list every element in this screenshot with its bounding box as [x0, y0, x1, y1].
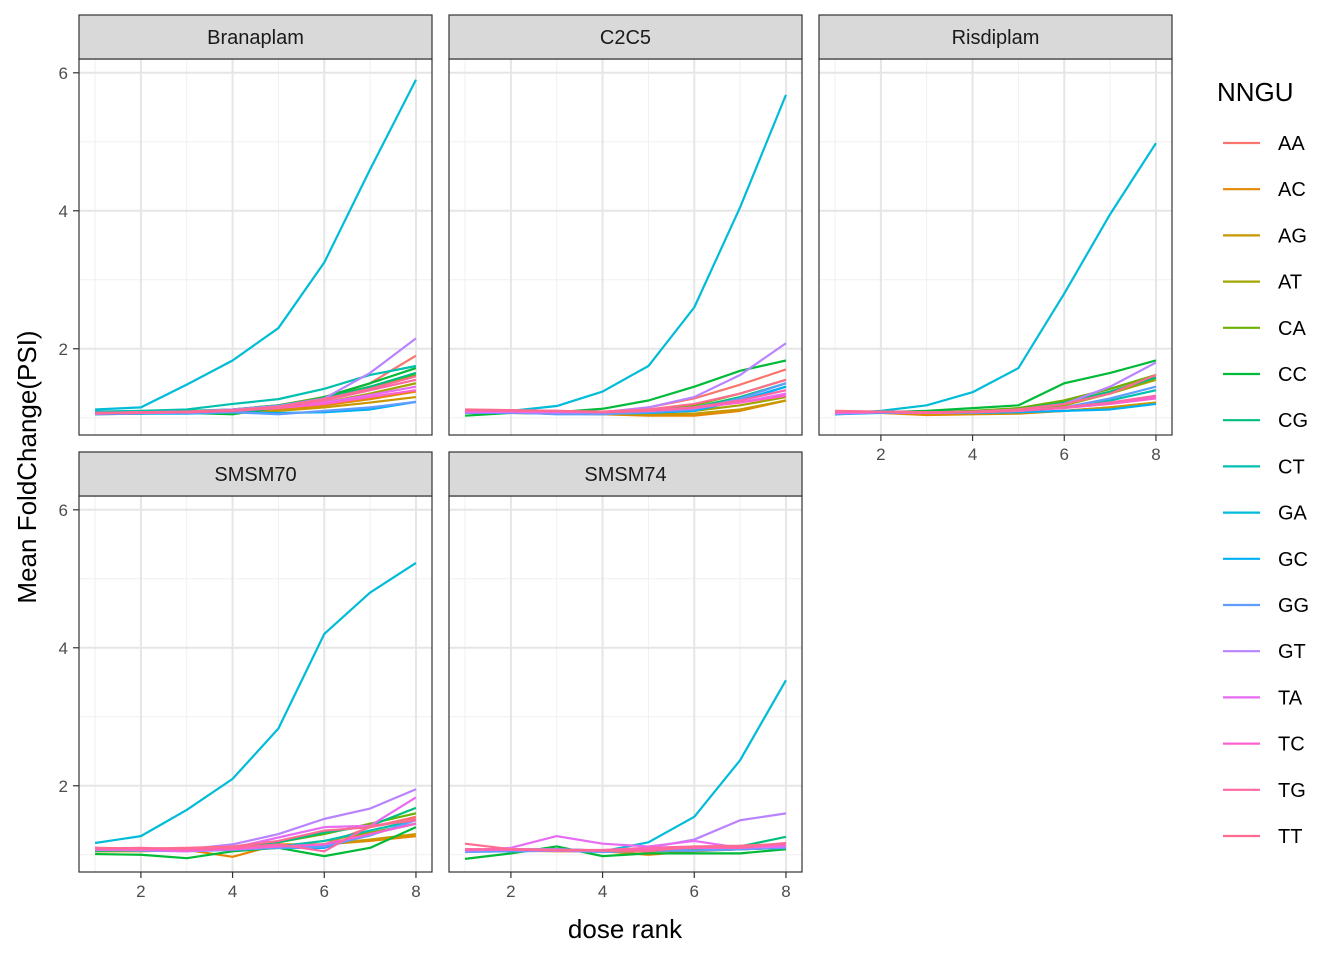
- legend-label: GT: [1278, 641, 1306, 663]
- strip-label-smsm74: SMSM74: [584, 464, 666, 486]
- legend-item-ct: CT: [1223, 456, 1305, 478]
- panel-background: [449, 496, 802, 872]
- strip-label-c2c5: C2C5: [600, 27, 651, 49]
- x-tick-label: 8: [411, 882, 420, 901]
- legend-item-tt: TT: [1223, 826, 1302, 848]
- y-tick-label: 6: [59, 64, 68, 83]
- legend-label: GC: [1278, 549, 1308, 571]
- legend-label: TT: [1278, 826, 1302, 848]
- panel-c2c5: C2C5: [448, 14, 803, 436]
- panel-smsm70: SMSM70 2 4 6 8 2 4 6: [59, 451, 433, 901]
- strip-label-risdiplam: Risdiplam: [952, 27, 1040, 49]
- x-tick-label: 2: [136, 882, 145, 901]
- legend-label: TA: [1278, 687, 1303, 709]
- series-line-tt: [465, 378, 787, 413]
- x-tick-label: 6: [690, 882, 699, 901]
- panel-smsm74: SMSM74 2 4 6 8: [448, 451, 803, 901]
- panel-branaplam: Branaplam 2 4 6: [59, 14, 433, 436]
- panel-background: [819, 59, 1172, 435]
- legend-label: CC: [1278, 364, 1307, 386]
- x-tick-label: 6: [320, 882, 329, 901]
- x-tick-label: 6: [1060, 445, 1069, 464]
- x-tick-label: 4: [598, 882, 607, 901]
- strip-label-smsm70: SMSM70: [214, 464, 296, 486]
- legend-item-gg: GG: [1223, 595, 1309, 617]
- strip-background: [448, 14, 803, 60]
- legend-item-aa: AA: [1223, 133, 1305, 155]
- series-line-ga: [834, 142, 1157, 415]
- strip-background: [818, 14, 1173, 60]
- series-line-tt: [95, 817, 417, 850]
- y-axis-title: Mean FoldChange(PSI): [12, 330, 42, 603]
- series-line-ga: [94, 561, 417, 845]
- series-line-ga: [95, 79, 417, 411]
- x-tick-label: 2: [876, 445, 885, 464]
- legend-label: CA: [1278, 318, 1306, 340]
- panel-risdiplam: Risdiplam 2 4 6 8: [818, 14, 1173, 464]
- x-tick-label: 4: [228, 882, 237, 901]
- series-line-tt: [835, 373, 1157, 414]
- strip-label-branaplam: Branaplam: [207, 27, 304, 49]
- x-tick-label: 8: [781, 882, 790, 901]
- legend-item-tc: TC: [1223, 734, 1305, 756]
- legend-label: AG: [1278, 225, 1307, 247]
- y-tick-label: 4: [59, 202, 68, 221]
- panels-layer: Branaplam 2 4 6 C2C5 Risdiplam 2 4 6 8 SMSM70 2 4 6 8 2…: [59, 14, 1173, 901]
- legend: NNGU AA AC AG AT CA CC CG CT GA GC GG GT TA TC TG TT: [1217, 77, 1309, 848]
- series-line-tt: [464, 842, 786, 853]
- legend-title: NNGU: [1217, 77, 1294, 107]
- legend-item-tg: TG: [1223, 780, 1306, 802]
- legend-item-ca: CA: [1223, 318, 1306, 340]
- legend-label: TC: [1278, 734, 1305, 756]
- legend-label: AT: [1278, 272, 1302, 294]
- legend-item-gc: GC: [1223, 549, 1308, 571]
- strip-background: [78, 14, 433, 60]
- legend-label: AC: [1278, 179, 1306, 201]
- strip-background: [78, 451, 433, 497]
- legend-label: CG: [1278, 410, 1308, 432]
- x-tick-label: 8: [1151, 445, 1160, 464]
- legend-label: TG: [1278, 780, 1306, 802]
- legend-item-gt: GT: [1223, 641, 1306, 663]
- y-tick-label: 2: [59, 777, 68, 796]
- x-axis-title: dose rank: [568, 914, 683, 944]
- legend-item-at: AT: [1223, 272, 1302, 294]
- strip-background: [448, 451, 803, 497]
- y-tick-label: 4: [59, 639, 68, 658]
- x-tick-label: 2: [506, 882, 515, 901]
- legend-item-ga: GA: [1223, 503, 1308, 525]
- panel-background: [79, 59, 432, 435]
- legend-item-ag: AG: [1223, 225, 1307, 247]
- series-line-tt: [95, 375, 417, 415]
- legend-label: AA: [1278, 133, 1305, 155]
- x-tick-label: 4: [968, 445, 977, 464]
- legend-item-cg: CG: [1223, 410, 1308, 432]
- y-tick-label: 2: [59, 340, 68, 359]
- legend-label: GG: [1278, 595, 1309, 617]
- y-tick-label: 6: [59, 501, 68, 520]
- legend-item-ta: TA: [1223, 687, 1303, 709]
- legend-label: CT: [1278, 456, 1305, 478]
- legend-item-cc: CC: [1223, 364, 1307, 386]
- legend-item-ac: AC: [1223, 179, 1306, 201]
- panel-background: [79, 496, 432, 872]
- legend-label: GA: [1278, 503, 1308, 525]
